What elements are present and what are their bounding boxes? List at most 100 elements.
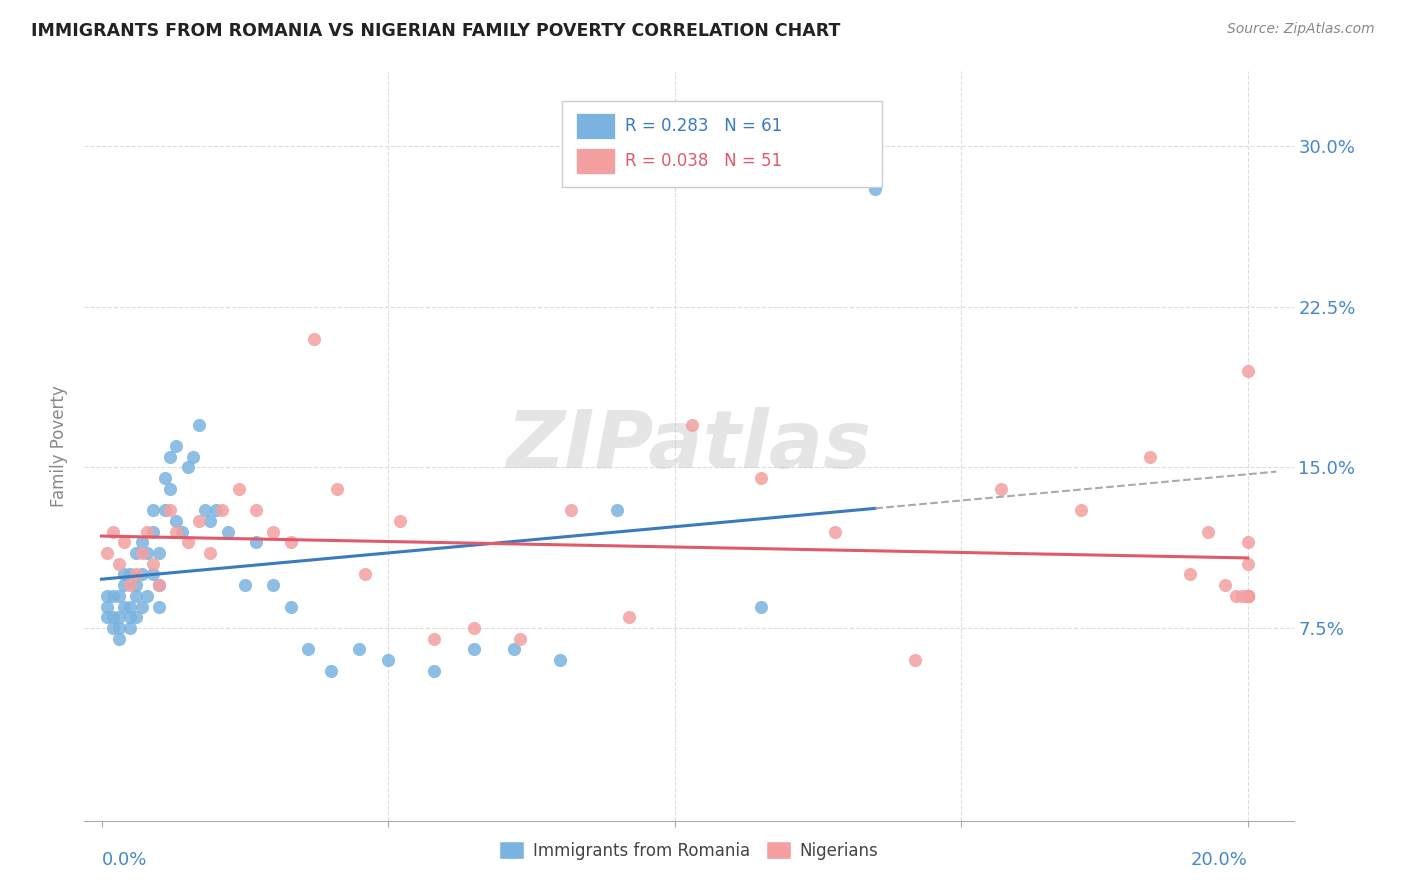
Point <box>263 524 285 539</box>
Point <box>153 503 176 517</box>
Point <box>165 514 187 528</box>
Point <box>176 535 198 549</box>
Text: R = 0.038   N = 51: R = 0.038 N = 51 <box>624 153 782 170</box>
Point <box>107 557 129 571</box>
Point <box>148 599 170 614</box>
Point <box>463 621 485 635</box>
Point <box>990 482 1012 496</box>
Point <box>120 599 142 614</box>
Point <box>142 567 165 582</box>
Point <box>170 524 193 539</box>
Point <box>503 642 526 657</box>
Point <box>233 578 256 592</box>
Point <box>148 578 170 592</box>
Point <box>617 610 640 624</box>
Point <box>349 642 371 657</box>
Point <box>136 589 159 603</box>
Point <box>1236 589 1258 603</box>
Point <box>101 621 124 635</box>
Point <box>1230 589 1253 603</box>
Point <box>159 450 181 464</box>
Point <box>200 546 222 560</box>
Point <box>297 642 319 657</box>
Point <box>120 578 142 592</box>
Point <box>1197 524 1219 539</box>
Point <box>863 182 886 196</box>
Point <box>159 503 181 517</box>
Point <box>245 503 267 517</box>
Point <box>1236 535 1258 549</box>
Point <box>96 589 118 603</box>
Point <box>107 621 129 635</box>
Point <box>606 503 628 517</box>
Point <box>131 535 153 549</box>
Point <box>1070 503 1092 517</box>
Point <box>96 599 118 614</box>
Y-axis label: Family Poverty: Family Poverty <box>51 385 69 507</box>
Point <box>194 503 217 517</box>
Point <box>302 332 325 346</box>
Text: IMMIGRANTS FROM ROMANIA VS NIGERIAN FAMILY POVERTY CORRELATION CHART: IMMIGRANTS FROM ROMANIA VS NIGERIAN FAMI… <box>31 22 841 40</box>
Point <box>159 482 181 496</box>
Point <box>125 578 148 592</box>
Point <box>136 524 159 539</box>
Point <box>114 599 136 614</box>
Point <box>1236 364 1258 378</box>
Point <box>904 653 927 667</box>
Point <box>245 535 267 549</box>
Point <box>165 439 187 453</box>
Point <box>101 589 124 603</box>
Point <box>125 589 148 603</box>
Point <box>423 632 446 646</box>
Point <box>280 599 302 614</box>
Point <box>681 417 703 432</box>
Point <box>749 599 772 614</box>
Point <box>148 578 170 592</box>
Point <box>200 514 222 528</box>
Text: ZIPatlas: ZIPatlas <box>506 407 872 485</box>
Point <box>107 610 129 624</box>
Point <box>1236 557 1258 571</box>
Point <box>188 417 211 432</box>
Point <box>1236 589 1258 603</box>
Point <box>96 610 118 624</box>
Legend: Immigrants from Romania, Nigerians: Immigrants from Romania, Nigerians <box>492 835 886 866</box>
Point <box>388 514 411 528</box>
Text: 0.0%: 0.0% <box>101 851 146 869</box>
Point <box>125 546 148 560</box>
Point <box>142 557 165 571</box>
Point <box>142 524 165 539</box>
Point <box>188 514 211 528</box>
Point <box>325 482 347 496</box>
Point <box>101 524 124 539</box>
Point <box>377 653 399 667</box>
Point <box>120 567 142 582</box>
Point <box>176 460 198 475</box>
Point <box>131 567 153 582</box>
Point <box>96 546 118 560</box>
Point <box>228 482 250 496</box>
Point <box>107 632 129 646</box>
Point <box>136 546 159 560</box>
Point <box>1236 589 1258 603</box>
Point <box>131 599 153 614</box>
Point <box>463 642 485 657</box>
Bar <box>576 112 616 139</box>
Point <box>1213 578 1236 592</box>
Text: 20.0%: 20.0% <box>1191 851 1247 869</box>
Point <box>217 524 239 539</box>
Point <box>107 589 129 603</box>
Point <box>280 535 302 549</box>
Point <box>1139 450 1161 464</box>
Point <box>153 471 176 485</box>
Point <box>354 567 377 582</box>
Point <box>560 503 582 517</box>
Point <box>263 578 285 592</box>
Point <box>1180 567 1202 582</box>
Point <box>114 578 136 592</box>
Text: R = 0.283   N = 61: R = 0.283 N = 61 <box>624 117 782 135</box>
Point <box>1236 589 1258 603</box>
Point <box>101 610 124 624</box>
Point <box>423 664 446 678</box>
Point <box>165 524 187 539</box>
